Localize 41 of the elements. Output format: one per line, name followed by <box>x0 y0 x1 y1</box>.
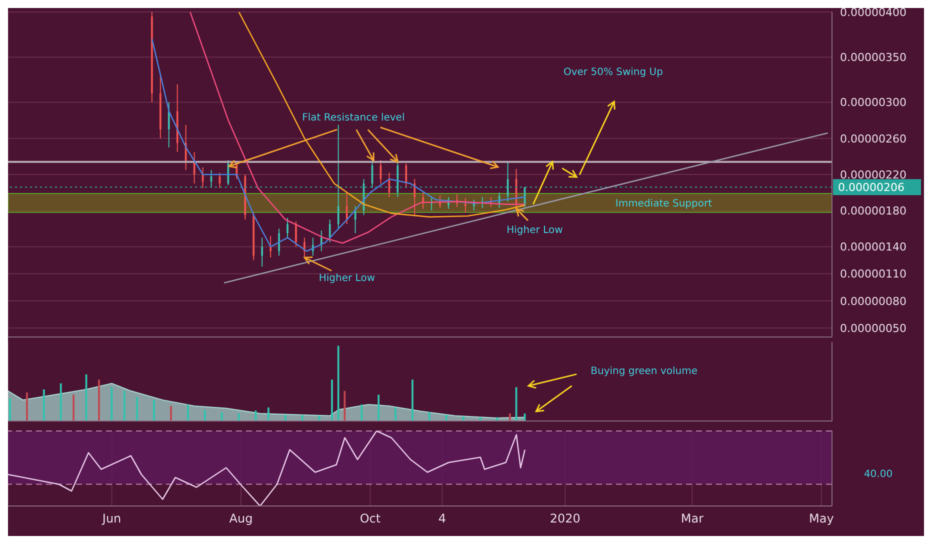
y-tick-label: 0.00000350 <box>840 51 906 64</box>
y-tick-label: 0.00000080 <box>840 294 906 308</box>
x-tick-label: Oct <box>360 512 381 526</box>
candlestick <box>337 124 340 230</box>
candlestick <box>422 192 424 210</box>
y-tick-label: 0.00000220 <box>840 168 906 182</box>
annotation: Higher Low <box>318 272 376 284</box>
line-series <box>238 12 526 218</box>
x-tick-label: Mar <box>680 512 704 526</box>
candlestick <box>405 163 408 189</box>
y-tick-label: 0.00000140 <box>840 240 906 254</box>
x-tick-label: May <box>809 512 834 526</box>
band-label: Immediate Support <box>615 198 712 210</box>
candlestick <box>270 235 272 258</box>
ref-line-label: 0.00000206 <box>838 181 904 194</box>
candlestick <box>328 219 331 243</box>
y-tick-label: 0.00000260 <box>840 132 906 146</box>
x-tick-label: 4 <box>438 512 446 526</box>
candlestick <box>261 237 264 268</box>
candlestick <box>286 217 288 238</box>
annotation: Flat Resistance level <box>302 112 405 124</box>
candlestick <box>278 228 280 256</box>
x-tick-label: Aug <box>229 512 253 526</box>
text: 40.00 <box>864 469 893 480</box>
candlestick <box>464 197 466 213</box>
candlestick <box>295 220 297 248</box>
candlestick <box>346 192 348 225</box>
annotation: Over 50% Swing Up <box>563 66 663 78</box>
y-tick-label: 0.00000050 <box>840 322 906 335</box>
y-tick-label: 0.00000300 <box>840 96 906 110</box>
annotation: Buying green volume <box>590 366 698 377</box>
candlestick <box>414 178 416 216</box>
candlestick <box>388 172 390 198</box>
y-tick-label: 0.00000400 <box>840 6 906 19</box>
y-tick-label: 0.00000180 <box>840 204 906 218</box>
annotation: Higher Low <box>506 224 563 236</box>
candlestick <box>506 161 509 202</box>
x-tick-label: Jun <box>101 512 122 526</box>
x-tick-label: 2020 <box>550 512 580 526</box>
y-tick-label: 0.00000110 <box>840 268 906 281</box>
candlestick <box>168 102 170 148</box>
